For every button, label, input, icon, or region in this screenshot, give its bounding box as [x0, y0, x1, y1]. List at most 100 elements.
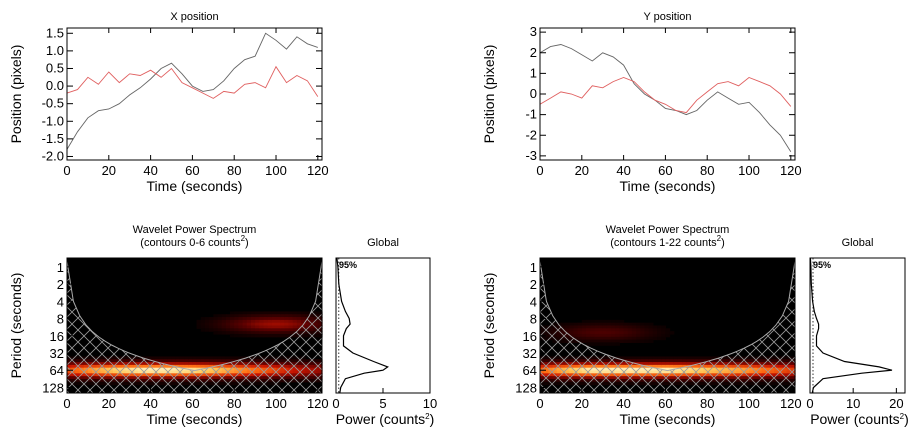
- heatmap-cell: [280, 328, 285, 332]
- heatmap-cell: [577, 331, 583, 335]
- heatmap-cell: [661, 328, 667, 332]
- heatmap-cell: [204, 322, 210, 327]
- heatmap-cell: [590, 322, 595, 327]
- y-tick-label: 3: [530, 24, 537, 39]
- heatmap-cell: [221, 322, 227, 327]
- heatmap-cell: [581, 336, 587, 341]
- chart-title: X position: [170, 11, 218, 23]
- heatmap-cell: [276, 319, 281, 324]
- x-tick-label: 60: [185, 396, 199, 411]
- heatmap-cell: [259, 331, 265, 335]
- heatmap-cell: [627, 328, 633, 332]
- heatmap-cell: [179, 356, 185, 360]
- global-power-line: [809, 257, 893, 394]
- heatmap-cell: [590, 325, 595, 329]
- heatmap-cell: [627, 331, 633, 335]
- heatmap-cell: [280, 311, 285, 315]
- heatmap-cell: [146, 356, 152, 360]
- heatmap-cell: [242, 317, 248, 321]
- heatmap-cell: [213, 319, 219, 324]
- heatmap-cell: [682, 356, 687, 360]
- heatmap-cell: [267, 325, 273, 329]
- heatmap-cell: [246, 314, 252, 318]
- heatmap-cell: [690, 359, 696, 363]
- heatmap-cell: [615, 333, 621, 338]
- heatmap-cell: [619, 336, 625, 341]
- heatmap-cell: [673, 356, 679, 360]
- heatmap-cell: [230, 314, 235, 318]
- y-axis-label: Period (seconds): [8, 273, 24, 379]
- heatmap-cell: [585, 325, 591, 329]
- heatmap-cell: [594, 331, 600, 335]
- heatmap-cell: [627, 336, 633, 341]
- heatmap-cell: [150, 356, 156, 360]
- heatmap-cell: [652, 333, 658, 338]
- heatmap-cell: [271, 333, 277, 338]
- cone-of-influence: [540, 258, 795, 393]
- heatmap-cell: [661, 336, 667, 341]
- heatmap-cell: [263, 322, 269, 327]
- heatmap-cell: [230, 317, 235, 321]
- heatmap-cell: [577, 339, 583, 343]
- x-tick-label: 120: [780, 396, 802, 411]
- heatmap-cell: [565, 325, 570, 329]
- wavelet1-plot: Wavelet Power Spectrum(contours 0-6 coun…: [8, 224, 329, 427]
- y-axis-label: Period (seconds): [481, 273, 497, 379]
- heatmap-cell: [276, 314, 281, 318]
- heatmap-cell: [594, 342, 600, 346]
- heatmap-cell: [246, 328, 252, 332]
- heatmap-cell: [271, 314, 277, 318]
- significance-label: 95%: [339, 260, 357, 270]
- heatmap-cell: [669, 364, 675, 369]
- heatmap-cell: [225, 325, 231, 329]
- heatmap-cell: [284, 331, 290, 335]
- heatmap-cell: [234, 311, 239, 315]
- heatmap-cell: [611, 322, 616, 327]
- heatmap-cell: [217, 314, 223, 318]
- heatmap-cell: [280, 333, 285, 338]
- heatmap-cell: [631, 325, 637, 329]
- heatmap-cell: [606, 336, 612, 341]
- heatmap-cell: [242, 314, 248, 318]
- heatmap-cell: [652, 359, 658, 363]
- heatmap-cell: [644, 336, 650, 341]
- heatmap-cell: [648, 325, 654, 329]
- heatmap-cell: [590, 331, 595, 335]
- heatmap-cell: [255, 314, 260, 318]
- heatmap-cell: [225, 322, 231, 327]
- x-tick-label: 20: [575, 396, 589, 411]
- x-tick-label: 40: [616, 163, 630, 178]
- heatmap-cell: [200, 328, 206, 332]
- heatmap-cell: [631, 339, 637, 343]
- heatmap-cell: [196, 319, 202, 324]
- x-tick-label: 80: [227, 163, 241, 178]
- heatmap-cell: [163, 359, 168, 363]
- x-tick-label: 100: [265, 163, 287, 178]
- heatmap-cell: [598, 336, 604, 341]
- heatmap-cell: [284, 317, 290, 321]
- heatmap-cell: [292, 311, 298, 315]
- heatmap-cell: [246, 325, 252, 329]
- heatmap-cell: [623, 339, 629, 343]
- heatmap-cell: [238, 333, 244, 338]
- heatmap-cell: [200, 364, 206, 369]
- heatmap-cell: [631, 359, 637, 363]
- x-tick-label: 120: [307, 396, 329, 411]
- heatmap-cell: [615, 322, 621, 327]
- heatmap-cell: [296, 322, 302, 327]
- heatmap-cell: [288, 325, 294, 329]
- heatmap-cell: [301, 319, 306, 324]
- heatmap-cell: [259, 333, 265, 338]
- y-tick-label: 32: [50, 346, 64, 361]
- heatmap-cell: [179, 362, 185, 366]
- heatmap-cell: [221, 314, 227, 318]
- heatmap-cell: [623, 322, 629, 327]
- y-tick-label: 32: [523, 346, 537, 361]
- x-tick-label: 10: [846, 396, 860, 411]
- heatmap-cell: [581, 339, 587, 343]
- heatmap-cell: [217, 362, 223, 366]
- heatmap-cell: [250, 314, 256, 318]
- heatmap-cell: [577, 325, 583, 329]
